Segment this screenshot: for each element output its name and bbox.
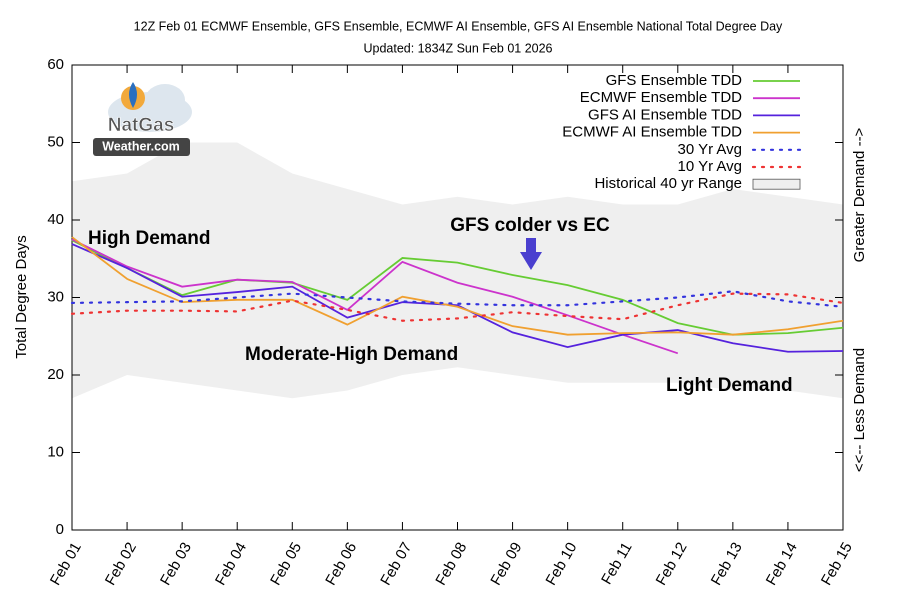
range-band (72, 142, 843, 399)
x-tick-label: Feb 14 (763, 539, 801, 588)
x-tick-label: Feb 03 (157, 539, 195, 588)
right-label: Greater Demand --> (851, 127, 868, 262)
x-tick-label: Feb 12 (653, 539, 691, 588)
x-tick-label: Feb 06 (322, 539, 360, 588)
y-tick-label: 40 (47, 211, 64, 228)
series-line (71, 243, 844, 353)
legend-swatch (752, 178, 801, 190)
y-tick-label: 50 (47, 133, 64, 150)
x-tick-label: Feb 09 (487, 539, 525, 588)
x-tick-label: Feb 07 (377, 539, 415, 588)
y-tick-label: 30 (47, 288, 64, 305)
x-tick-label: Feb 08 (432, 539, 470, 588)
logo-band (93, 138, 190, 156)
chart-title: 12Z Feb 01 ECMWF Ensemble, GFS Ensemble,… (134, 19, 783, 33)
legend-label: Historical 40 yr Range (594, 175, 742, 192)
legend-label: 30 Yr Avg (678, 141, 743, 158)
logo: NatGas Weather.com (93, 82, 192, 156)
x-tick-label: Feb 02 (102, 539, 140, 588)
x-tick-label: Feb 15 (818, 539, 856, 588)
series-line (71, 238, 679, 355)
legend-label: GFS AI Ensemble TDD (588, 106, 742, 123)
x-tick-label: Feb 04 (212, 539, 250, 588)
logo-cloud (145, 84, 185, 116)
legend-label: 10 Yr Avg (678, 158, 743, 175)
y-axis-label: Total Degree Days (13, 235, 30, 358)
chart-subtitle: Updated: 1834Z Sun Feb 01 2026 (363, 41, 552, 55)
series-line (70, 290, 845, 308)
logo-flame (129, 82, 137, 108)
legend-label: ECMWF Ensemble TDD (580, 89, 742, 106)
annotation: GFS colder vs EC (450, 215, 610, 236)
annotation: High Demand (88, 228, 210, 249)
annotation-arrow (520, 238, 542, 270)
x-tick-label: Feb 01 (47, 539, 85, 588)
logo-text: NatGas (108, 115, 175, 136)
x-tick-label: Feb 13 (708, 539, 746, 588)
legend-label: ECMWF AI Ensemble TDD (562, 124, 742, 141)
series-line (71, 236, 844, 336)
y-tick-label: 20 (47, 366, 64, 383)
right-label: <<-- Less Demand (851, 348, 868, 472)
x-tick-label: Feb 05 (267, 539, 305, 588)
x-tick-label: Feb 10 (542, 539, 580, 588)
x-tick-label: Feb 11 (598, 539, 636, 587)
annotation: Light Demand (666, 375, 793, 396)
y-tick-label: 60 (47, 56, 64, 73)
series-line (71, 239, 844, 336)
y-tick-label: 0 (56, 521, 64, 538)
y-tick-label: 10 (47, 443, 64, 460)
legend-label: GFS Ensemble TDD (606, 72, 743, 89)
annotation: Moderate-High Demand (245, 344, 458, 365)
logo-text: Weather.com (102, 139, 180, 153)
series-line (70, 292, 845, 322)
